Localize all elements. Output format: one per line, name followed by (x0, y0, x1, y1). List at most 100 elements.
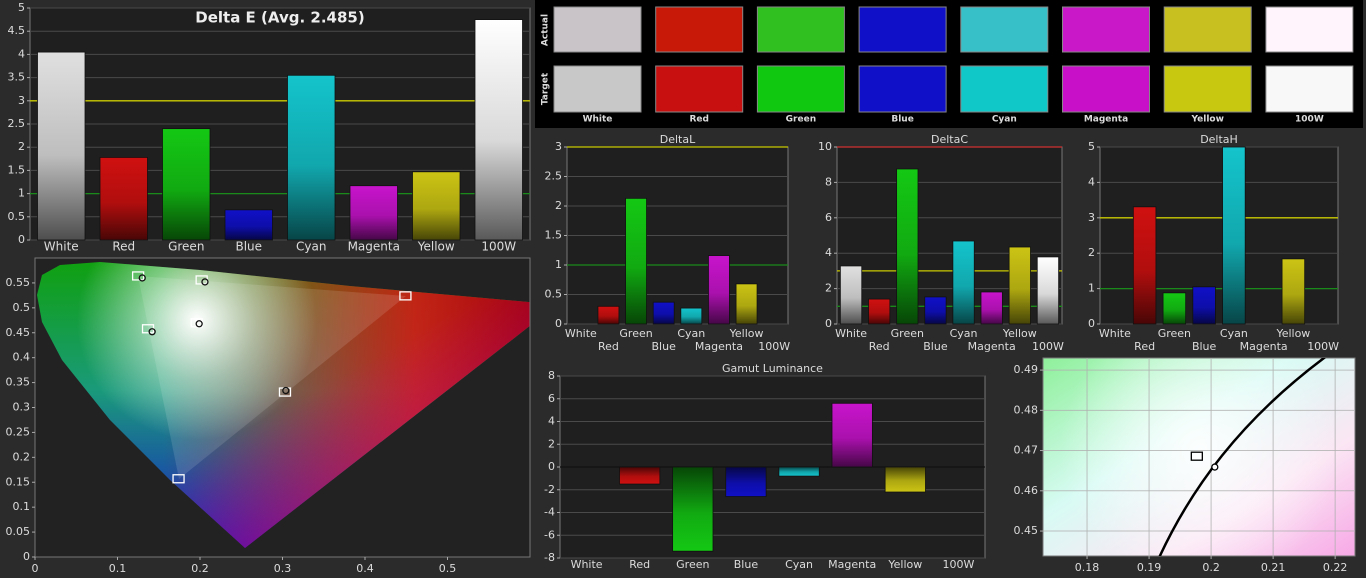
swatch-target (960, 65, 1049, 113)
y-tick-label: 0.55 (6, 276, 31, 289)
bar (1222, 146, 1246, 325)
y-tick-label: 0.3 (13, 401, 31, 414)
swatch-target (1062, 65, 1150, 113)
x-tick-label: Green (1158, 327, 1191, 340)
x-tick-label: Yellow (1002, 327, 1037, 340)
cie-diagram-background (35, 258, 530, 557)
x-tick-label: Cyan (1220, 327, 1248, 340)
row-label: Target (541, 72, 551, 105)
x-tick-label: Yellow (417, 240, 455, 254)
x-tick-label: Yellow (887, 558, 922, 571)
y-tick-label: 1 (1088, 282, 1095, 295)
y-tick-label: 4 (825, 246, 832, 259)
y-tick-label: 0.2 (13, 450, 31, 463)
x-tick-label: 0.19 (1137, 561, 1162, 574)
bar (1036, 256, 1060, 325)
target-point (172, 474, 185, 484)
y-tick-label: 4 (1088, 175, 1095, 188)
x-tick-label: 0.3 (274, 562, 292, 575)
y-tick-label: 0.46 (1014, 484, 1039, 497)
y-tick-label: 5 (1088, 140, 1095, 153)
y-tick-label: 4 (18, 47, 25, 60)
y-tick-label: 3 (1088, 211, 1095, 224)
bar (1008, 246, 1031, 325)
y-tick-label: 2 (825, 282, 832, 295)
bar (597, 305, 620, 325)
x-tick-label: Cyan (677, 327, 705, 340)
x-tick-label: White (1099, 327, 1131, 340)
y-tick-label: 2.5 (545, 170, 563, 183)
actual-point (195, 320, 203, 328)
bar (952, 240, 975, 325)
y-tick-label: 0.05 (6, 525, 31, 538)
bar (831, 402, 873, 468)
y-tick-label: 1.5 (545, 229, 563, 242)
bar (1281, 258, 1306, 325)
y-tick-label: 3 (18, 94, 25, 107)
x-tick-label: Blue (923, 340, 948, 353)
swatch-actual (756, 6, 845, 53)
x-tick-label: 100W (481, 240, 516, 254)
y-tick-label: 0.4 (13, 351, 31, 364)
y-tick-label: 4.5 (8, 24, 26, 37)
x-tick-label: 0.22 (1323, 561, 1348, 574)
y-tick-label: 0.15 (6, 475, 31, 488)
x-tick-label: Magenta (348, 240, 400, 254)
bar (778, 466, 820, 477)
swatch-label: Yellow (1190, 115, 1223, 125)
x-tick-label: 0.18 (1075, 561, 1100, 574)
actual-point (138, 274, 146, 282)
x-tick-label: Magenta (828, 558, 876, 571)
bar (37, 51, 86, 241)
chart-title: DeltaC (931, 133, 968, 146)
bar (725, 466, 767, 497)
y-tick-label: 4 (548, 415, 555, 428)
x-tick-label: 0.4 (356, 562, 374, 575)
zoom-background (1043, 358, 1355, 556)
bar (884, 466, 926, 493)
bar (625, 197, 647, 325)
target-point (131, 271, 145, 281)
swatch-target (1265, 65, 1354, 113)
y-tick-label: 0 (1088, 317, 1095, 330)
actual-point (1211, 463, 1219, 471)
swatch-actual (1265, 6, 1354, 53)
x-tick-label: Magenta (1240, 340, 1288, 353)
bar (735, 283, 758, 325)
y-tick-label: 2.5 (8, 117, 26, 130)
swatch-target (655, 65, 744, 113)
bar (412, 171, 461, 241)
y-tick-label: 0.5 (545, 288, 563, 301)
y-tick-label: 0 (825, 317, 832, 330)
x-tick-label: 0.1 (109, 562, 127, 575)
x-tick-label: Yellow (729, 327, 764, 340)
x-tick-label: Blue (734, 558, 759, 571)
y-tick-label: 1 (18, 187, 25, 200)
x-tick-label: Red (1134, 340, 1155, 353)
swatch-label: 100W (1295, 115, 1324, 125)
swatch-label: Green (786, 115, 816, 125)
swatch-label: Blue (891, 115, 913, 125)
chart-title: Gamut Luminance (722, 362, 823, 375)
bar (619, 466, 661, 485)
x-tick-label: 0.21 (1261, 561, 1286, 574)
x-tick-label: 0.2 (1202, 561, 1220, 574)
bar (1192, 286, 1216, 325)
bar (708, 255, 730, 325)
x-tick-label: 0.5 (439, 562, 457, 575)
y-tick-label: 0.5 (8, 210, 26, 223)
x-tick-label: Cyan (950, 327, 978, 340)
actual-point (201, 278, 209, 286)
y-tick-label: 0 (23, 550, 30, 563)
y-tick-label: 5 (18, 1, 25, 14)
x-tick-label: Red (629, 558, 650, 571)
bar (287, 74, 336, 241)
target-point (399, 291, 412, 301)
bar (349, 185, 398, 241)
bar (924, 296, 947, 325)
y-tick-label: 2 (555, 199, 562, 212)
bar (99, 157, 148, 241)
y-tick-label: 8 (825, 175, 832, 188)
bar (868, 298, 891, 325)
